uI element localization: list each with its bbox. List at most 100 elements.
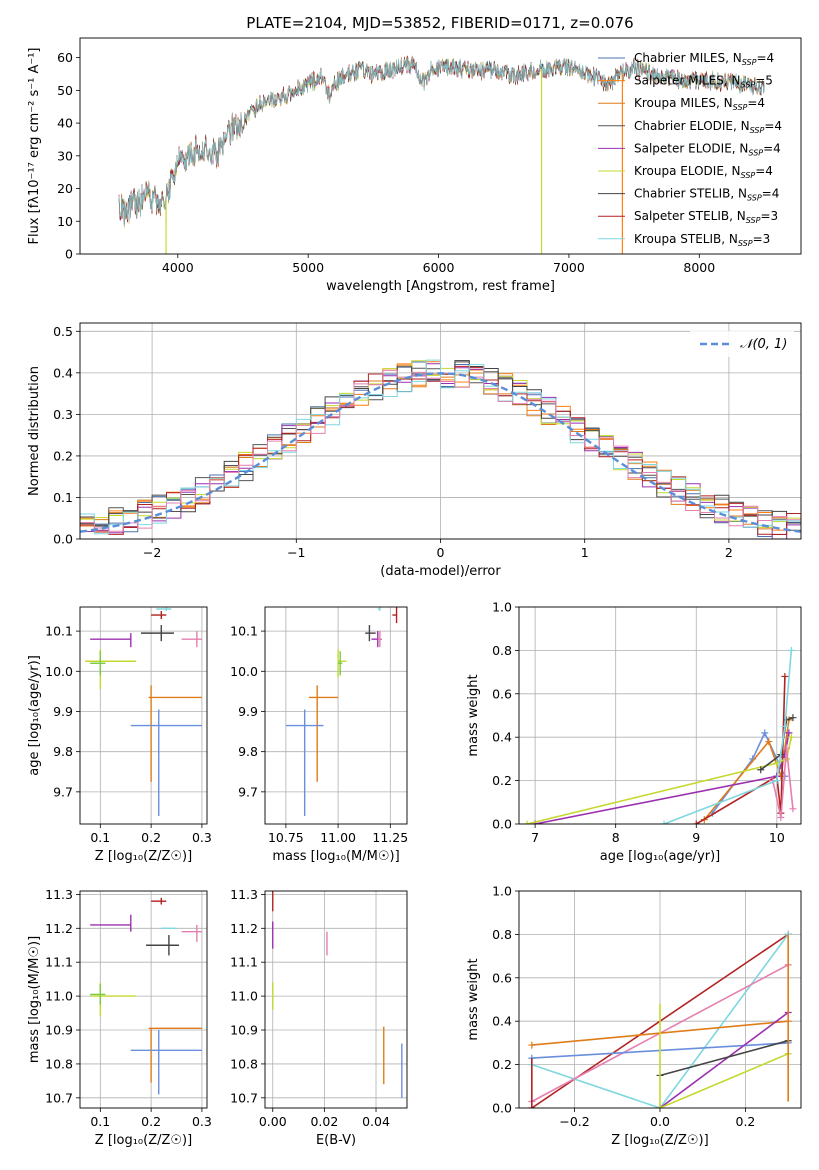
y-tick-label: 11.1 [230,955,258,970]
plot-area [528,930,792,1108]
y-tick-label: 9.9 [238,704,258,719]
x-tick-label: −2 [143,545,161,560]
legend: 𝒩(0, 1) [690,331,794,357]
legend-label: Chabrier STELIB, NSSP=4 [634,187,779,203]
legend-label: Kroupa MILES, NSSP=4 [634,96,765,112]
x-tick-label: 0.3 [192,1114,212,1129]
axes-frame [79,37,802,255]
series-line [663,650,793,824]
axes-frame [79,606,208,825]
y-tick-label: 9.9 [53,704,73,719]
x-tick-label: 0.1 [90,1114,110,1129]
x-axis-label: mass [log₁₀(M/M☉)] [272,849,399,864]
y-tick-label: 10.8 [230,1056,258,1071]
plot-area [285,607,398,816]
legend-label: Salpeter ELODIE, NSSP=4 [634,141,781,157]
x-tick-label: −0.2 [559,1114,589,1129]
data-point [692,820,700,824]
legend: Chabrier MILES, NSSP=4 Salpeter MILES, NS… [598,51,782,248]
x-tick-label: 7 [531,830,539,845]
legend-label: Chabrier ELODIE, NSSP=4 [634,119,782,135]
y-tick-label: 50 [57,83,73,98]
data-point [781,722,789,730]
x-tick-label: 1 [581,545,589,560]
data-point [528,1041,536,1049]
x-tick-label: 10.75 [268,830,304,845]
y-tick-label: 0.4 [492,730,512,745]
y-tick-label: 0.4 [53,365,73,380]
data-point [761,729,769,737]
y-tick-label: 9.7 [238,784,258,799]
axes-frame [518,606,802,825]
data-point [660,820,668,824]
y-tick-label: 0.2 [492,1057,512,1072]
x-tick-label: −1 [287,545,305,560]
x-tick-label: 0.02 [310,1114,338,1129]
x-tick-label: 0.0 [650,1114,670,1129]
x-tick-label: 8000 [683,260,715,275]
panel-age-vs-mass: 10.75 11.00 11.25 9.7 9.8 9.9 10.0 10.1 mass [lo… [230,606,408,864]
x-tick-label: 5000 [292,260,324,275]
y-tick-label: 0.1 [53,490,73,505]
panel-residual-hist: −2 −1 0 1 2 0.0 0.1 0.2 0.3 0.4 0.5 (data-model)/er… [27,322,802,579]
y-tick-label: 0.4 [492,1014,512,1029]
y-tick-label: 11.3 [230,887,258,902]
x-tick-label: 4000 [162,260,194,275]
y-tick-label: 10.0 [45,664,73,679]
series-line [659,1011,789,1108]
series-line [534,732,790,824]
y-tick-label: 11.2 [230,921,258,936]
x-tick-label: 10 [769,830,785,845]
y-tick-label: 0.2 [53,448,73,463]
y-tick-label: 40 [57,116,73,131]
plot-area [80,359,801,539]
y-tick-label: 1.0 [492,600,512,615]
axes-frame [518,890,802,1109]
data-point [789,805,797,813]
x-tick-label: 6000 [423,260,455,275]
data-point [777,813,785,821]
y-tick-label: 0.6 [492,970,512,985]
y-tick-label: 0.8 [492,643,512,658]
panels: 4000 5000 6000 7000 80000102030405060wavelen… [27,37,802,1148]
x-tick-label: 9 [692,830,700,845]
data-point [782,716,790,724]
x-tick-label: 0.04 [362,1114,390,1129]
y-axis-label: age [log₁₀(age/yr)] [27,655,42,776]
axes-frame [264,890,408,1109]
y-tick-label: 0.8 [492,927,512,942]
legend-label: Salpeter MILES, NSSP=5 [634,74,773,90]
y-tick-label: 10.7 [45,1090,73,1105]
figure-title: PLATE=2104, MJD=53852, FIBERID=0171, z=0… [246,14,633,32]
x-tick-label: 0.1 [90,830,110,845]
y-tick-label: 0.0 [492,817,512,832]
y-tick-label: 11.0 [230,989,258,1004]
x-axis-label: E(B-V) [316,1133,356,1148]
plot-area [523,646,797,824]
y-tick-label: 10.9 [230,1023,258,1038]
legend-label: Kroupa ELODIE, NSSP=4 [634,164,773,180]
histogram-step [80,369,801,539]
panel-age-vs-Z: 0.1 0.2 0.3 9.7 9.8 9.9 10.0 10.1 Z [log₁₀(Z/Z☉)… [27,606,212,864]
data-point [787,733,795,741]
y-tick-label: 0.2 [492,773,512,788]
x-axis-label: (data-model)/error [380,564,501,579]
x-tick-label: 0.2 [736,1114,756,1129]
y-tick-label: 11.3 [45,887,73,902]
y-tick-label: 1.0 [492,884,512,899]
x-tick-label: 7000 [553,260,585,275]
y-tick-label: 10.8 [45,1056,73,1071]
x-tick-label: 0 [437,545,445,560]
data-point [773,777,781,785]
x-axis-label: age [log₁₀(age/yr)] [600,849,721,864]
x-tick-label: 0.2 [141,1114,161,1129]
series-line [659,1053,789,1108]
data-point [523,820,531,824]
x-tick-label: 2 [725,545,733,560]
y-tick-label: 10.7 [230,1090,258,1105]
x-axis-label: Z [log₁₀(Z/Z☉)] [95,1133,192,1148]
y-tick-label: 9.8 [53,744,73,759]
x-tick-label: 8 [612,830,620,845]
y-tick-label: 10.1 [45,624,73,639]
